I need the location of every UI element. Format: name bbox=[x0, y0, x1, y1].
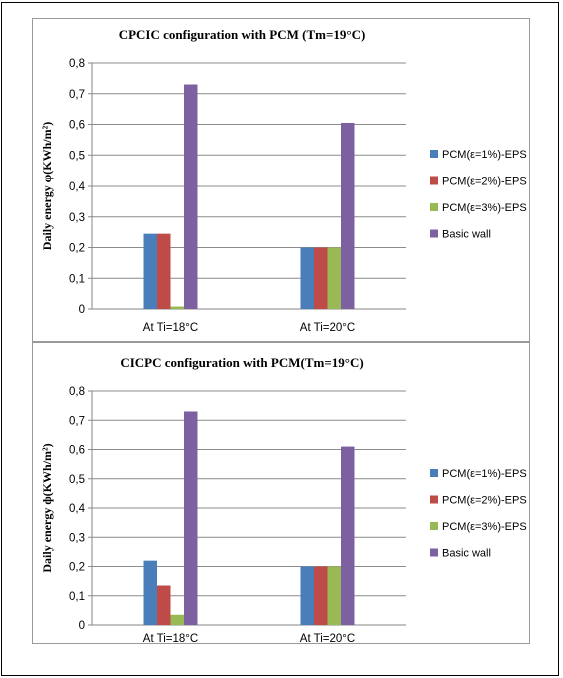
chart1-bar bbox=[157, 585, 171, 625]
chart1-legend-swatch bbox=[430, 495, 438, 504]
chart0-legend-label: PCM(ε=1%)-EPS bbox=[442, 149, 527, 161]
chart0-bar bbox=[170, 306, 184, 309]
chart0-bar bbox=[314, 247, 328, 309]
chart0-ytick-label: 0,6 bbox=[69, 120, 85, 132]
chart0-bar bbox=[157, 233, 171, 309]
chart0-ylabel: Daily energy φ(KWh/m²) bbox=[40, 122, 54, 250]
chart-panel-top: CPCIC configuration with PCM (Tm=19°C) Da… bbox=[32, 18, 530, 342]
chart0-legend-label: Basic wall bbox=[442, 229, 491, 241]
chart1-title: CICPC configuration with PCM(Tm=19°C) bbox=[120, 355, 363, 370]
chart0-bar bbox=[184, 84, 198, 310]
chart1-ylabel: Daily energy ф(KWh/m²) bbox=[40, 443, 54, 572]
chart-panel-bottom: CICPC configuration with PCM(Tm=19°C) Dai… bbox=[32, 342, 530, 645]
chart1-legend-swatch bbox=[430, 548, 438, 557]
chart-top: CPCIC configuration with PCM (Tm=19°C) Da… bbox=[40, 27, 527, 334]
chart0-category-label: At Ti=20°C bbox=[300, 322, 355, 334]
chart0-legend-swatch bbox=[430, 150, 438, 158]
chart1-category-label: At Ti=18°C bbox=[143, 633, 198, 645]
chart1-legend-label: PCM(ε=1%)-EPS bbox=[442, 468, 527, 480]
chart0-bar bbox=[143, 233, 157, 309]
chart0-legend-label: PCM(ε=2%)-EPS bbox=[442, 176, 527, 188]
chart0-ytick-label: 0,8 bbox=[69, 58, 85, 70]
chart0-legend-swatch bbox=[430, 229, 438, 238]
chart1-category-label: At Ti=20°C bbox=[300, 633, 355, 645]
chart1-bar bbox=[170, 614, 184, 625]
chart0-bar bbox=[341, 122, 355, 310]
chart1-bar bbox=[341, 446, 355, 625]
chart0-title: CPCIC configuration with PCM (Tm=19°C) bbox=[119, 27, 366, 42]
chart0-category-label: At Ti=18°C bbox=[143, 322, 198, 334]
chart0-ytick-label: 0,1 bbox=[69, 273, 85, 285]
chart0-ytick-label: 0,4 bbox=[69, 181, 86, 193]
chart1-ytick-label: 0 bbox=[79, 620, 85, 632]
chart-bottom: CICPC configuration with PCM(Tm=19°C) Dai… bbox=[40, 355, 527, 645]
chart0-legend-label: PCM(ε=3%)-EPS bbox=[442, 202, 527, 214]
chart1-legend-label: PCM(ε=2%)-EPS bbox=[442, 495, 527, 507]
chart1-ytick-label: 0,6 bbox=[69, 445, 85, 457]
chart0-bar bbox=[300, 247, 314, 309]
chart0-ytick-label: 0,5 bbox=[69, 150, 85, 162]
chart1-legend-label: PCM(ε=3%)-EPS bbox=[442, 521, 527, 533]
chart1-bar bbox=[143, 560, 157, 625]
chart1-legend-label: Basic wall bbox=[442, 548, 491, 560]
chart1-bar bbox=[314, 566, 328, 625]
chart1-legend-swatch bbox=[430, 469, 438, 477]
chart1-ytick-label: 0,2 bbox=[69, 562, 85, 574]
chart1-bar bbox=[184, 411, 198, 625]
chart1-ytick-label: 0,7 bbox=[69, 415, 85, 427]
chart1-ytick-label: 0,3 bbox=[69, 532, 85, 544]
chart1-bar bbox=[300, 566, 314, 625]
chart0-ytick-label: 0,7 bbox=[69, 89, 85, 101]
chart0-ytick-label: 0 bbox=[79, 304, 85, 316]
chart1-ytick-label: 0,1 bbox=[69, 591, 85, 603]
chart0-bar bbox=[327, 247, 341, 309]
chart0-legend-swatch bbox=[430, 176, 438, 185]
chart1-legend-swatch bbox=[430, 522, 438, 530]
chart1-ytick-label: 0,5 bbox=[69, 474, 85, 486]
chart0-legend-swatch bbox=[430, 203, 438, 211]
chart0-ytick-label: 0,3 bbox=[69, 212, 85, 224]
chart0-ytick-label: 0,2 bbox=[69, 243, 85, 255]
chart1-bar bbox=[327, 566, 341, 625]
chart1-ytick-label: 0,4 bbox=[69, 503, 86, 515]
chart1-ytick-label: 0,8 bbox=[69, 386, 85, 398]
